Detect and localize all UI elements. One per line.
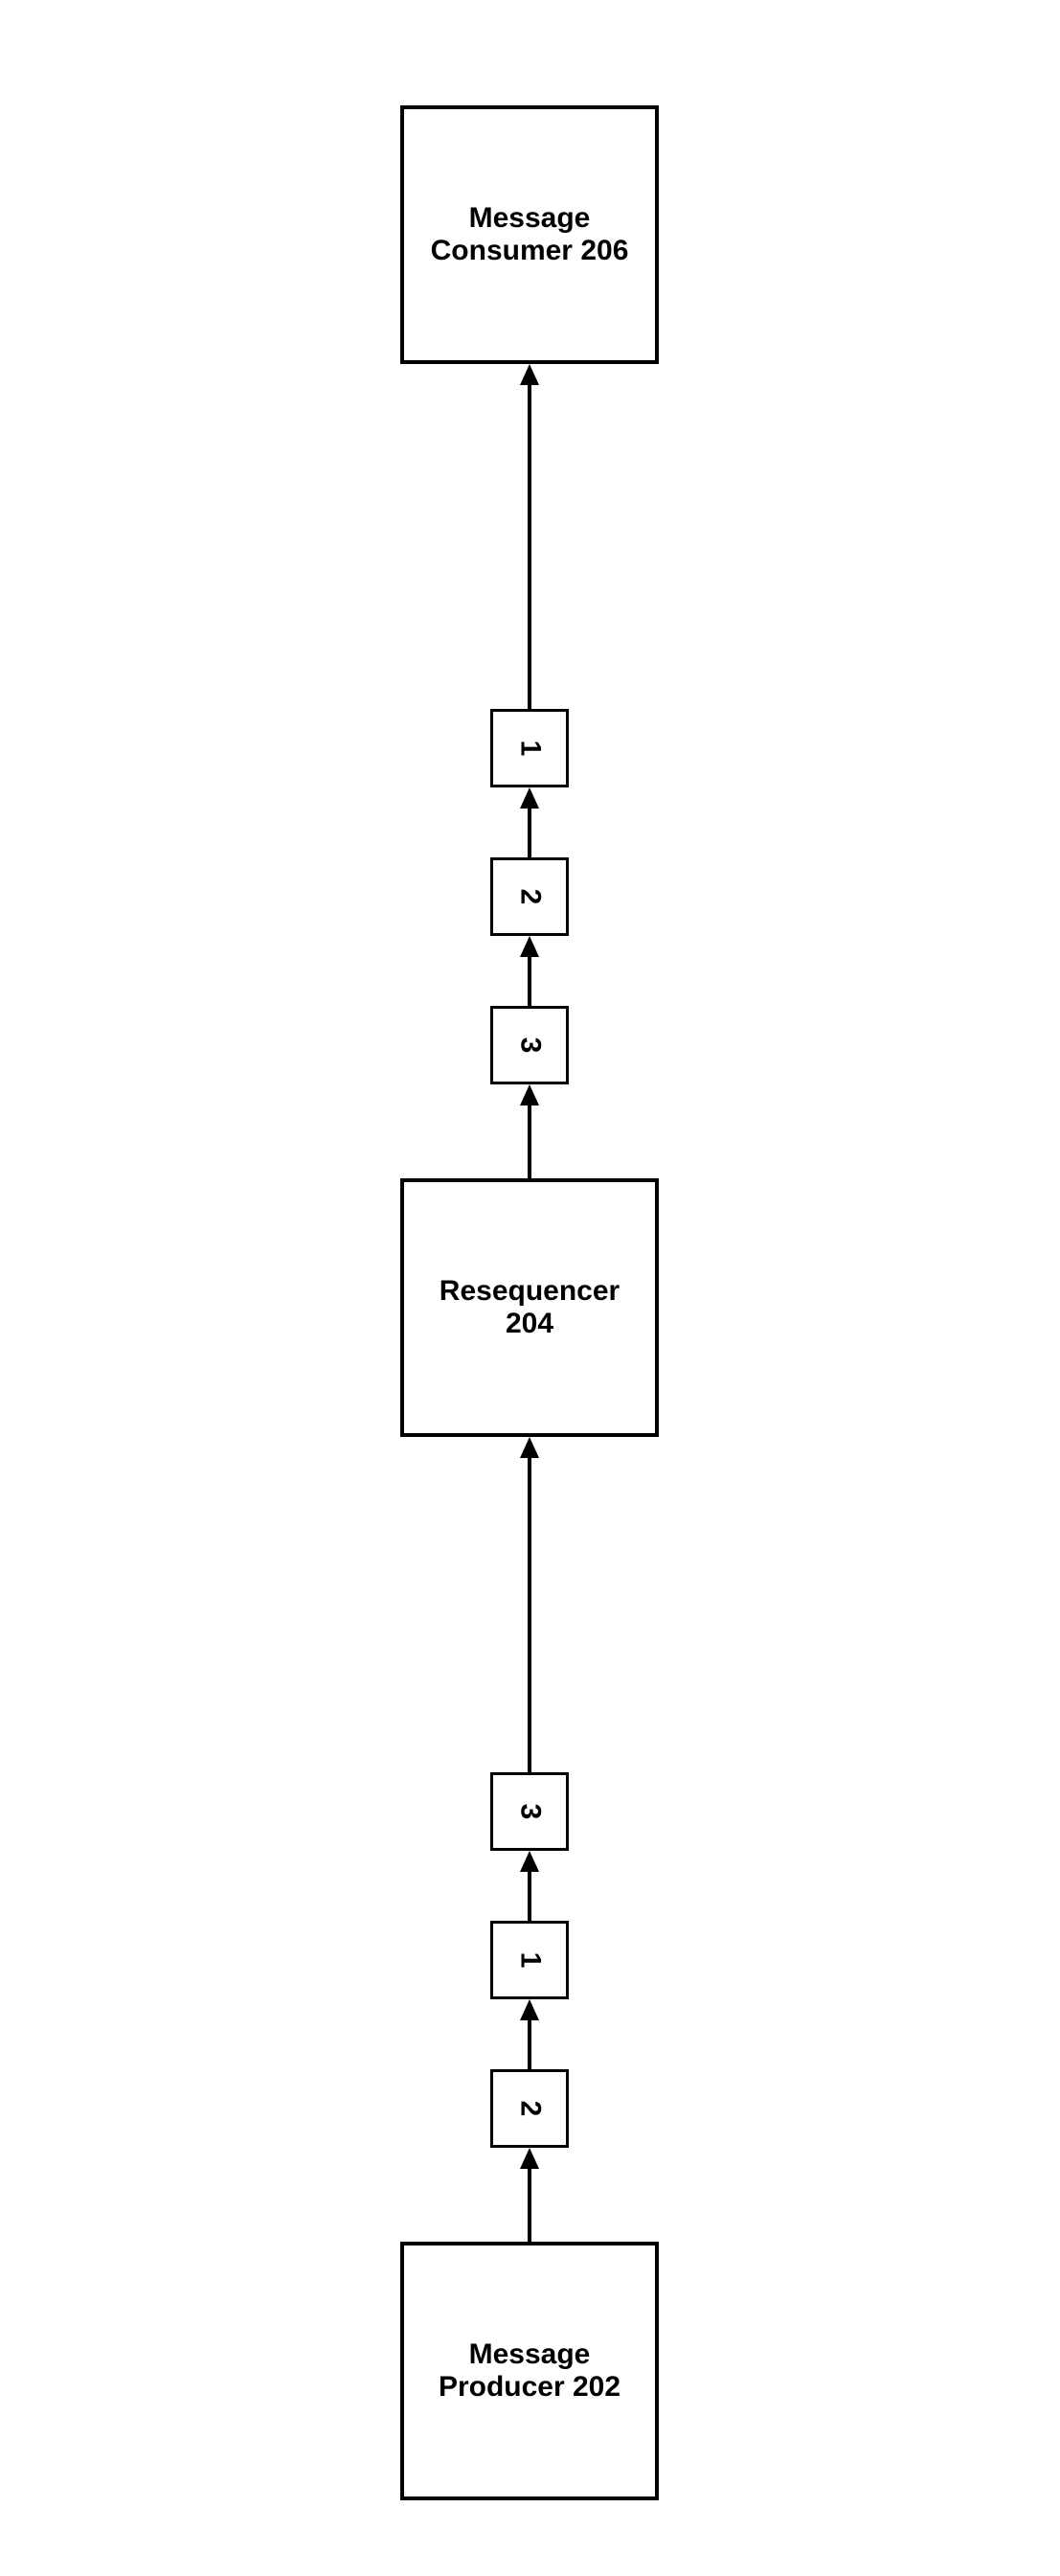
arrow-in-3-line	[528, 1872, 531, 1921]
incoming-msg-2-label: 1	[513, 1952, 546, 1969]
message-consumer-box-label: MessageConsumer 206	[431, 202, 629, 268]
arrow-out-2-head	[520, 936, 539, 957]
outgoing-msg-1: 3	[490, 1006, 569, 1084]
arrow-out-4-line	[528, 385, 531, 709]
arrow-in-4-head	[520, 1437, 539, 1458]
outgoing-msg-3: 1	[490, 709, 569, 787]
incoming-msg-2: 1	[490, 1921, 569, 1999]
incoming-msg-1-label: 2	[513, 2101, 546, 2117]
arrow-in-2-head	[520, 1999, 539, 2020]
resequencer-box-label: Resequencer204	[440, 1275, 620, 1341]
message-consumer-box-label-line2: Consumer 206	[431, 235, 629, 266]
arrow-in-1-line	[528, 2169, 531, 2242]
message-producer-box: MessageProducer 202	[400, 2242, 659, 2500]
arrow-in-4-line	[528, 1458, 531, 1772]
arrow-in-3-head	[520, 1851, 539, 1872]
message-producer-box-label-line2: Producer 202	[439, 2371, 620, 2403]
arrow-in-2-line	[528, 2020, 531, 2069]
arrow-out-3-line	[528, 809, 531, 857]
resequencer-box: Resequencer204	[400, 1178, 659, 1437]
arrow-out-1-line	[528, 1106, 531, 1178]
arrow-in-1-head	[520, 2148, 539, 2169]
resequencer-box-label-line1: Resequencer	[440, 1275, 620, 1307]
message-consumer-box-label-line1: Message	[469, 202, 591, 234]
diagram-canvas: Figure 2MessageProducer 202Resequencer20…	[0, 0, 1060, 2576]
resequencer-box-label-line2: 204	[506, 1308, 553, 1339]
message-consumer-box: MessageConsumer 206	[400, 105, 659, 364]
outgoing-msg-1-label: 3	[513, 1037, 546, 1054]
arrow-out-4-head	[520, 364, 539, 385]
message-producer-box-label-line1: Message	[469, 2338, 591, 2370]
incoming-msg-3: 3	[490, 1772, 569, 1851]
arrow-out-3-head	[520, 787, 539, 809]
outgoing-msg-2: 2	[490, 857, 569, 936]
message-producer-box-label: MessageProducer 202	[439, 2338, 620, 2405]
outgoing-msg-2-label: 2	[513, 889, 546, 905]
arrow-out-2-line	[528, 957, 531, 1006]
incoming-msg-1: 2	[490, 2069, 569, 2148]
incoming-msg-3-label: 3	[513, 1804, 546, 1820]
outgoing-msg-3-label: 1	[513, 741, 546, 757]
arrow-out-1-head	[520, 1084, 539, 1106]
